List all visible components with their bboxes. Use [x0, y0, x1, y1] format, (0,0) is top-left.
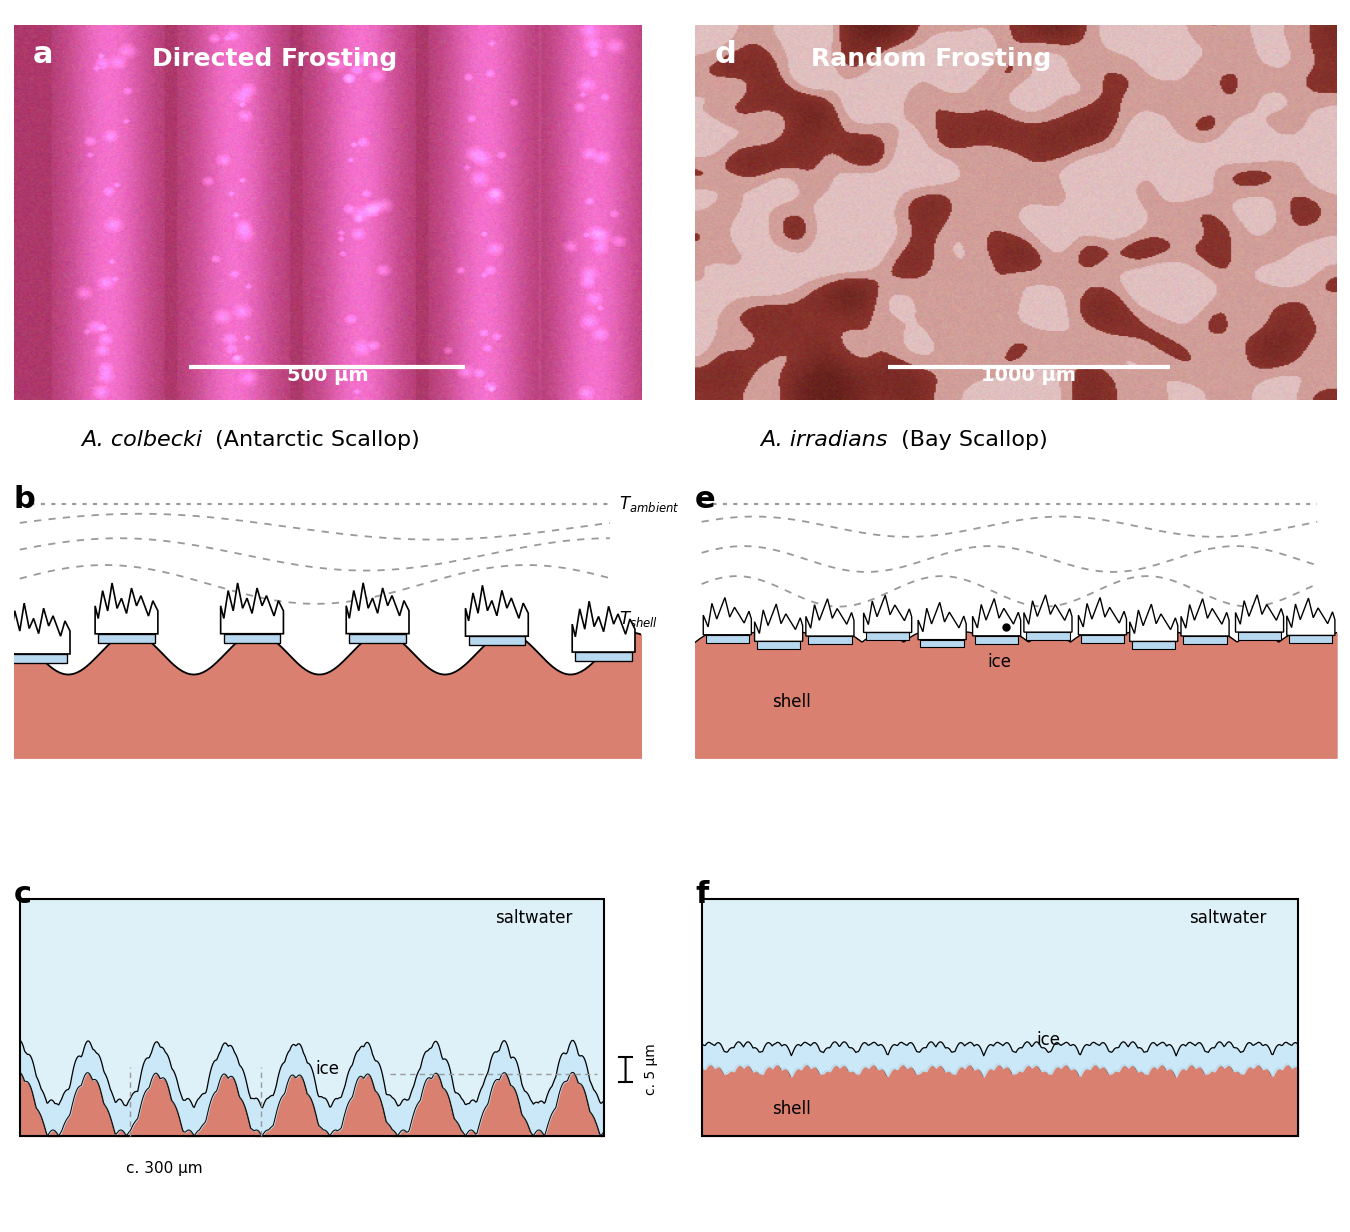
Text: a: a [32, 39, 53, 69]
Polygon shape [806, 599, 855, 636]
Polygon shape [703, 598, 752, 634]
Bar [20, 899, 603, 1136]
Text: saltwater: saltwater [1188, 909, 1266, 928]
Polygon shape [466, 585, 528, 636]
Text: ice: ice [1035, 1031, 1060, 1048]
Text: ice: ice [316, 1061, 339, 1078]
Polygon shape [1023, 595, 1072, 632]
Polygon shape [1026, 632, 1069, 639]
Polygon shape [1079, 598, 1126, 634]
Polygon shape [1287, 598, 1335, 636]
Polygon shape [975, 636, 1018, 643]
Text: saltwater: saltwater [495, 909, 572, 928]
Polygon shape [224, 633, 281, 643]
Polygon shape [755, 604, 803, 642]
Text: shell: shell [772, 1100, 811, 1117]
Polygon shape [921, 639, 964, 648]
Bar [702, 899, 1299, 1136]
Polygon shape [346, 583, 409, 633]
Polygon shape [575, 652, 632, 662]
Text: 1000 μm: 1000 μm [981, 366, 1076, 386]
Polygon shape [350, 633, 406, 643]
Polygon shape [1289, 636, 1332, 643]
Text: e: e [695, 485, 716, 514]
Text: c: c [14, 880, 31, 909]
Polygon shape [220, 583, 284, 633]
Polygon shape [972, 599, 1021, 636]
Text: d: d [714, 39, 736, 69]
Text: (Antarctic Scallop): (Antarctic Scallop) [208, 430, 420, 451]
Polygon shape [1181, 599, 1228, 636]
Polygon shape [1238, 632, 1281, 639]
Polygon shape [11, 654, 68, 663]
Polygon shape [706, 634, 749, 643]
Text: shell: shell [772, 694, 811, 711]
Polygon shape [918, 602, 967, 639]
Text: b: b [14, 485, 35, 514]
Text: A. colbecki: A. colbecki [81, 430, 202, 451]
Text: Random Frosting: Random Frosting [810, 47, 1052, 71]
Polygon shape [865, 632, 910, 641]
Bar [702, 899, 1299, 1136]
Polygon shape [1081, 634, 1125, 643]
Polygon shape [1130, 604, 1177, 642]
Text: 500 μm: 500 μm [286, 366, 369, 386]
Text: c. 300 μm: c. 300 μm [126, 1161, 202, 1175]
Polygon shape [572, 601, 634, 652]
Polygon shape [1133, 642, 1176, 649]
Polygon shape [809, 636, 852, 644]
Text: c. 5 μm: c. 5 μm [644, 1044, 659, 1095]
Text: (Bay Scallop): (Bay Scallop) [894, 430, 1048, 451]
Polygon shape [99, 633, 155, 643]
Polygon shape [864, 595, 911, 632]
Text: ice: ice [988, 653, 1012, 671]
Text: $T_{shell}$: $T_{shell}$ [620, 609, 659, 630]
Polygon shape [468, 636, 525, 646]
Text: f: f [695, 880, 709, 909]
Polygon shape [757, 642, 801, 649]
Polygon shape [95, 583, 158, 633]
Polygon shape [1184, 636, 1227, 644]
Text: $T_{ambient}$: $T_{ambient}$ [620, 494, 680, 514]
Polygon shape [1235, 595, 1284, 632]
Text: Directed Frosting: Directed Frosting [151, 47, 397, 71]
Bar [20, 899, 603, 1136]
Polygon shape [7, 604, 70, 654]
Text: A. irradians: A. irradians [760, 430, 888, 451]
